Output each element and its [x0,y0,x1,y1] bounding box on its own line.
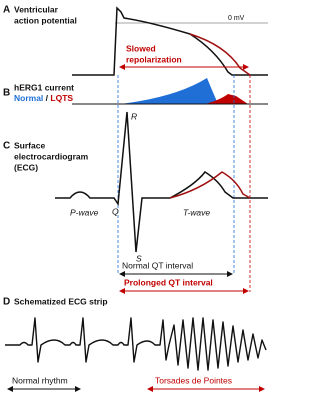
panel-title: Schematized ECG strip [14,296,108,306]
panel-title: action potential [14,15,77,25]
prolonged-ecg [169,171,251,199]
rhythm-label: Normal rhythm [12,375,68,385]
wave-label: P-wave [70,207,99,217]
panel-title: electrocardiogram [14,151,89,161]
ecg-strip [5,317,267,371]
panel-title: (ECG) [14,162,38,172]
page: {"panel_a": {"letter": "A", "title_lines… [3,4,268,392]
interval-label: Prolonged QT interval [124,277,213,287]
rhythm-label: Torsades de Pointes [155,375,232,385]
interval-label: Normal QT interval [122,260,193,270]
panel-letter: D [3,297,10,308]
panel-title: hERG1 current [14,82,74,92]
panel-letter: B [3,88,10,99]
wave-label: Q [112,206,119,216]
normal-ap [72,6,268,76]
panel-title: Ventricular [14,4,59,14]
normal-ecg [55,111,268,253]
wave-label: T-wave [183,207,210,217]
annotation: Slowed [126,43,156,53]
wave-label: R [131,111,137,121]
zero-label: 0 mV [228,15,245,22]
normal-current [120,78,218,104]
wave-label: S [136,253,142,263]
panel-letter: A [3,5,10,16]
panel-title: Surface [14,140,45,150]
diagram: A Ventricular action potential 0 mV Slow… [3,4,268,392]
legend: Normal / LQTS [14,93,73,103]
panel-letter: C [3,141,10,152]
lqts-current [205,94,248,104]
annotation: repolarization [126,54,182,64]
